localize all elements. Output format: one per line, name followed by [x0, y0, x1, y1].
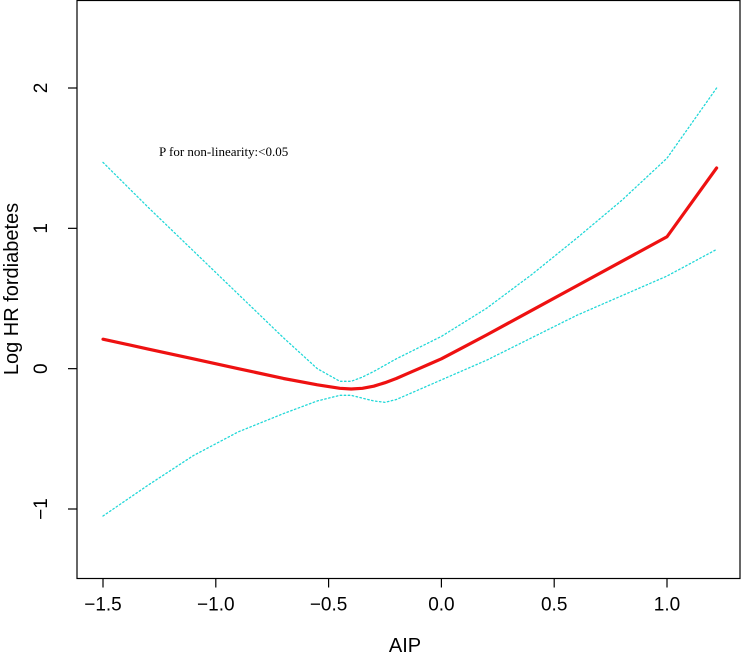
ci-upper-line	[102, 87, 718, 382]
y-tick-label: −1	[31, 498, 52, 520]
ci-lower-line	[102, 248, 718, 517]
estimate-line	[101, 166, 719, 391]
x-tick-label: 1.0	[654, 595, 680, 616]
y-axis: −1 0 1 2	[31, 83, 77, 520]
x-tick-label: −1.5	[84, 595, 122, 616]
y-tick-label: 1	[31, 223, 52, 234]
x-tick-label: 0.5	[541, 595, 567, 616]
plot-frame	[76, 0, 741, 580]
annotation-text: P for non-linearity:<0.05	[159, 144, 288, 159]
y-tick-label: 2	[31, 83, 52, 94]
y-tick-label: 0	[31, 363, 52, 374]
x-tick-label: −0.5	[310, 595, 348, 616]
x-axis: −1.5 −1.0 −0.5 0.0 0.5 1.0	[84, 578, 680, 616]
x-tick-label: −1.0	[197, 595, 235, 616]
x-tick-label: 0.0	[428, 595, 454, 616]
x-axis-title: AIP	[389, 635, 421, 657]
series-layer	[101, 87, 719, 517]
y-axis-title: Log HR fordiabetes	[1, 203, 23, 375]
